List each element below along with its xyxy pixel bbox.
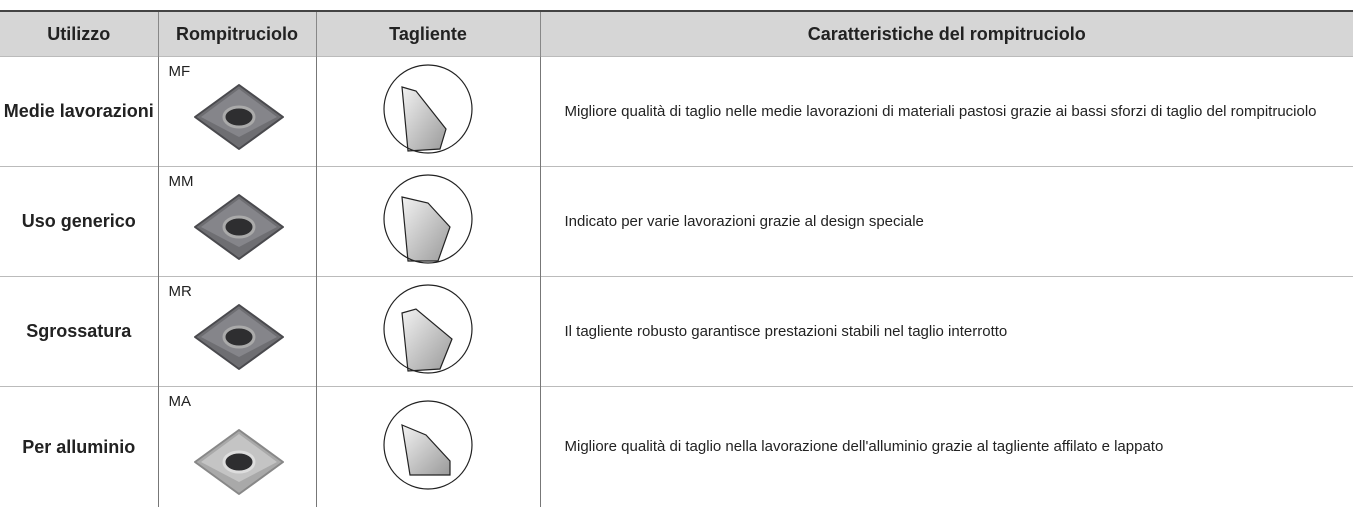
edge-diagram bbox=[383, 284, 473, 374]
edge-diagram bbox=[383, 174, 473, 264]
table-body: Medie lavorazioni MF Migliore qualità di t… bbox=[0, 56, 1353, 507]
table-row: Medie lavorazioni MF Migliore qualità di t… bbox=[0, 56, 1353, 167]
edge-cell bbox=[315, 56, 540, 167]
header-cell: Caratteristiche del rompitruciolo bbox=[539, 10, 1353, 57]
insert-hole bbox=[223, 107, 254, 127]
usage-cell: Sgrossatura bbox=[0, 276, 158, 387]
table-row: Per alluminio MA Migliore qualità di tagli… bbox=[0, 386, 1353, 507]
edge-diagram bbox=[383, 64, 473, 154]
chipbreaker-cell: MA bbox=[157, 386, 316, 507]
edge-circle bbox=[383, 174, 473, 264]
table-row: Sgrossatura MR Il tagliente robusto garant… bbox=[0, 276, 1353, 387]
edge-cell bbox=[315, 386, 540, 507]
edge-cell bbox=[315, 276, 540, 387]
insert-hole bbox=[223, 452, 254, 472]
chipbreaker-cell: MM bbox=[157, 166, 316, 277]
insert-hole-ring bbox=[222, 450, 255, 474]
chipbreaker-cell: MF bbox=[157, 56, 316, 167]
edge-circle bbox=[383, 284, 473, 374]
header-cell: Utilizzo bbox=[0, 10, 158, 57]
usage-cell: Uso generico bbox=[0, 166, 158, 277]
edge-diagram bbox=[383, 399, 473, 490]
edge-profile bbox=[401, 423, 451, 476]
insert-hole-ring bbox=[222, 105, 255, 129]
insert-hole-ring bbox=[222, 215, 255, 239]
usage-cell: Medie lavorazioni bbox=[0, 56, 158, 167]
insert-image bbox=[193, 194, 284, 260]
description-cell: Indicato per varie lavorazioni grazie al… bbox=[539, 166, 1353, 277]
header-cell: Rompitruciolo bbox=[157, 10, 316, 57]
insert-hole bbox=[223, 217, 254, 237]
insert-image bbox=[193, 84, 284, 150]
insert-hole bbox=[223, 327, 254, 347]
table-row: Uso generico MM Indicato per varie lavoraz… bbox=[0, 166, 1353, 277]
chipbreaker-code: MA bbox=[168, 393, 192, 410]
description-cell: Migliore qualità di taglio nelle medie l… bbox=[539, 56, 1353, 167]
insert-image bbox=[193, 429, 284, 495]
description-cell: Migliore qualità di taglio nella lavoraz… bbox=[539, 386, 1353, 507]
chipbreaker-code: MR bbox=[168, 283, 192, 300]
chipbreaker-code: MF bbox=[168, 63, 191, 80]
usage-cell: Per alluminio bbox=[0, 386, 158, 507]
insert-hole-ring bbox=[222, 325, 255, 349]
header-row: Utilizzo Rompitruciolo Tagliente Caratteris… bbox=[0, 10, 1353, 57]
edge-cell bbox=[315, 166, 540, 277]
header-cell: Tagliente bbox=[315, 10, 540, 57]
chipbreaker-code: MM bbox=[168, 173, 194, 190]
edge-profile bbox=[401, 308, 453, 372]
edge-profile bbox=[401, 196, 451, 262]
insert-image bbox=[193, 304, 284, 370]
edge-circle bbox=[383, 64, 473, 154]
edge-profile bbox=[401, 86, 447, 152]
chipbreaker-table: Utilizzo Rompitruciolo Tagliente Caratteris… bbox=[0, 10, 1353, 507]
description-cell: Il tagliente robusto garantisce prestazi… bbox=[539, 276, 1353, 387]
edge-circle bbox=[383, 399, 473, 490]
chipbreaker-cell: MR bbox=[157, 276, 316, 387]
